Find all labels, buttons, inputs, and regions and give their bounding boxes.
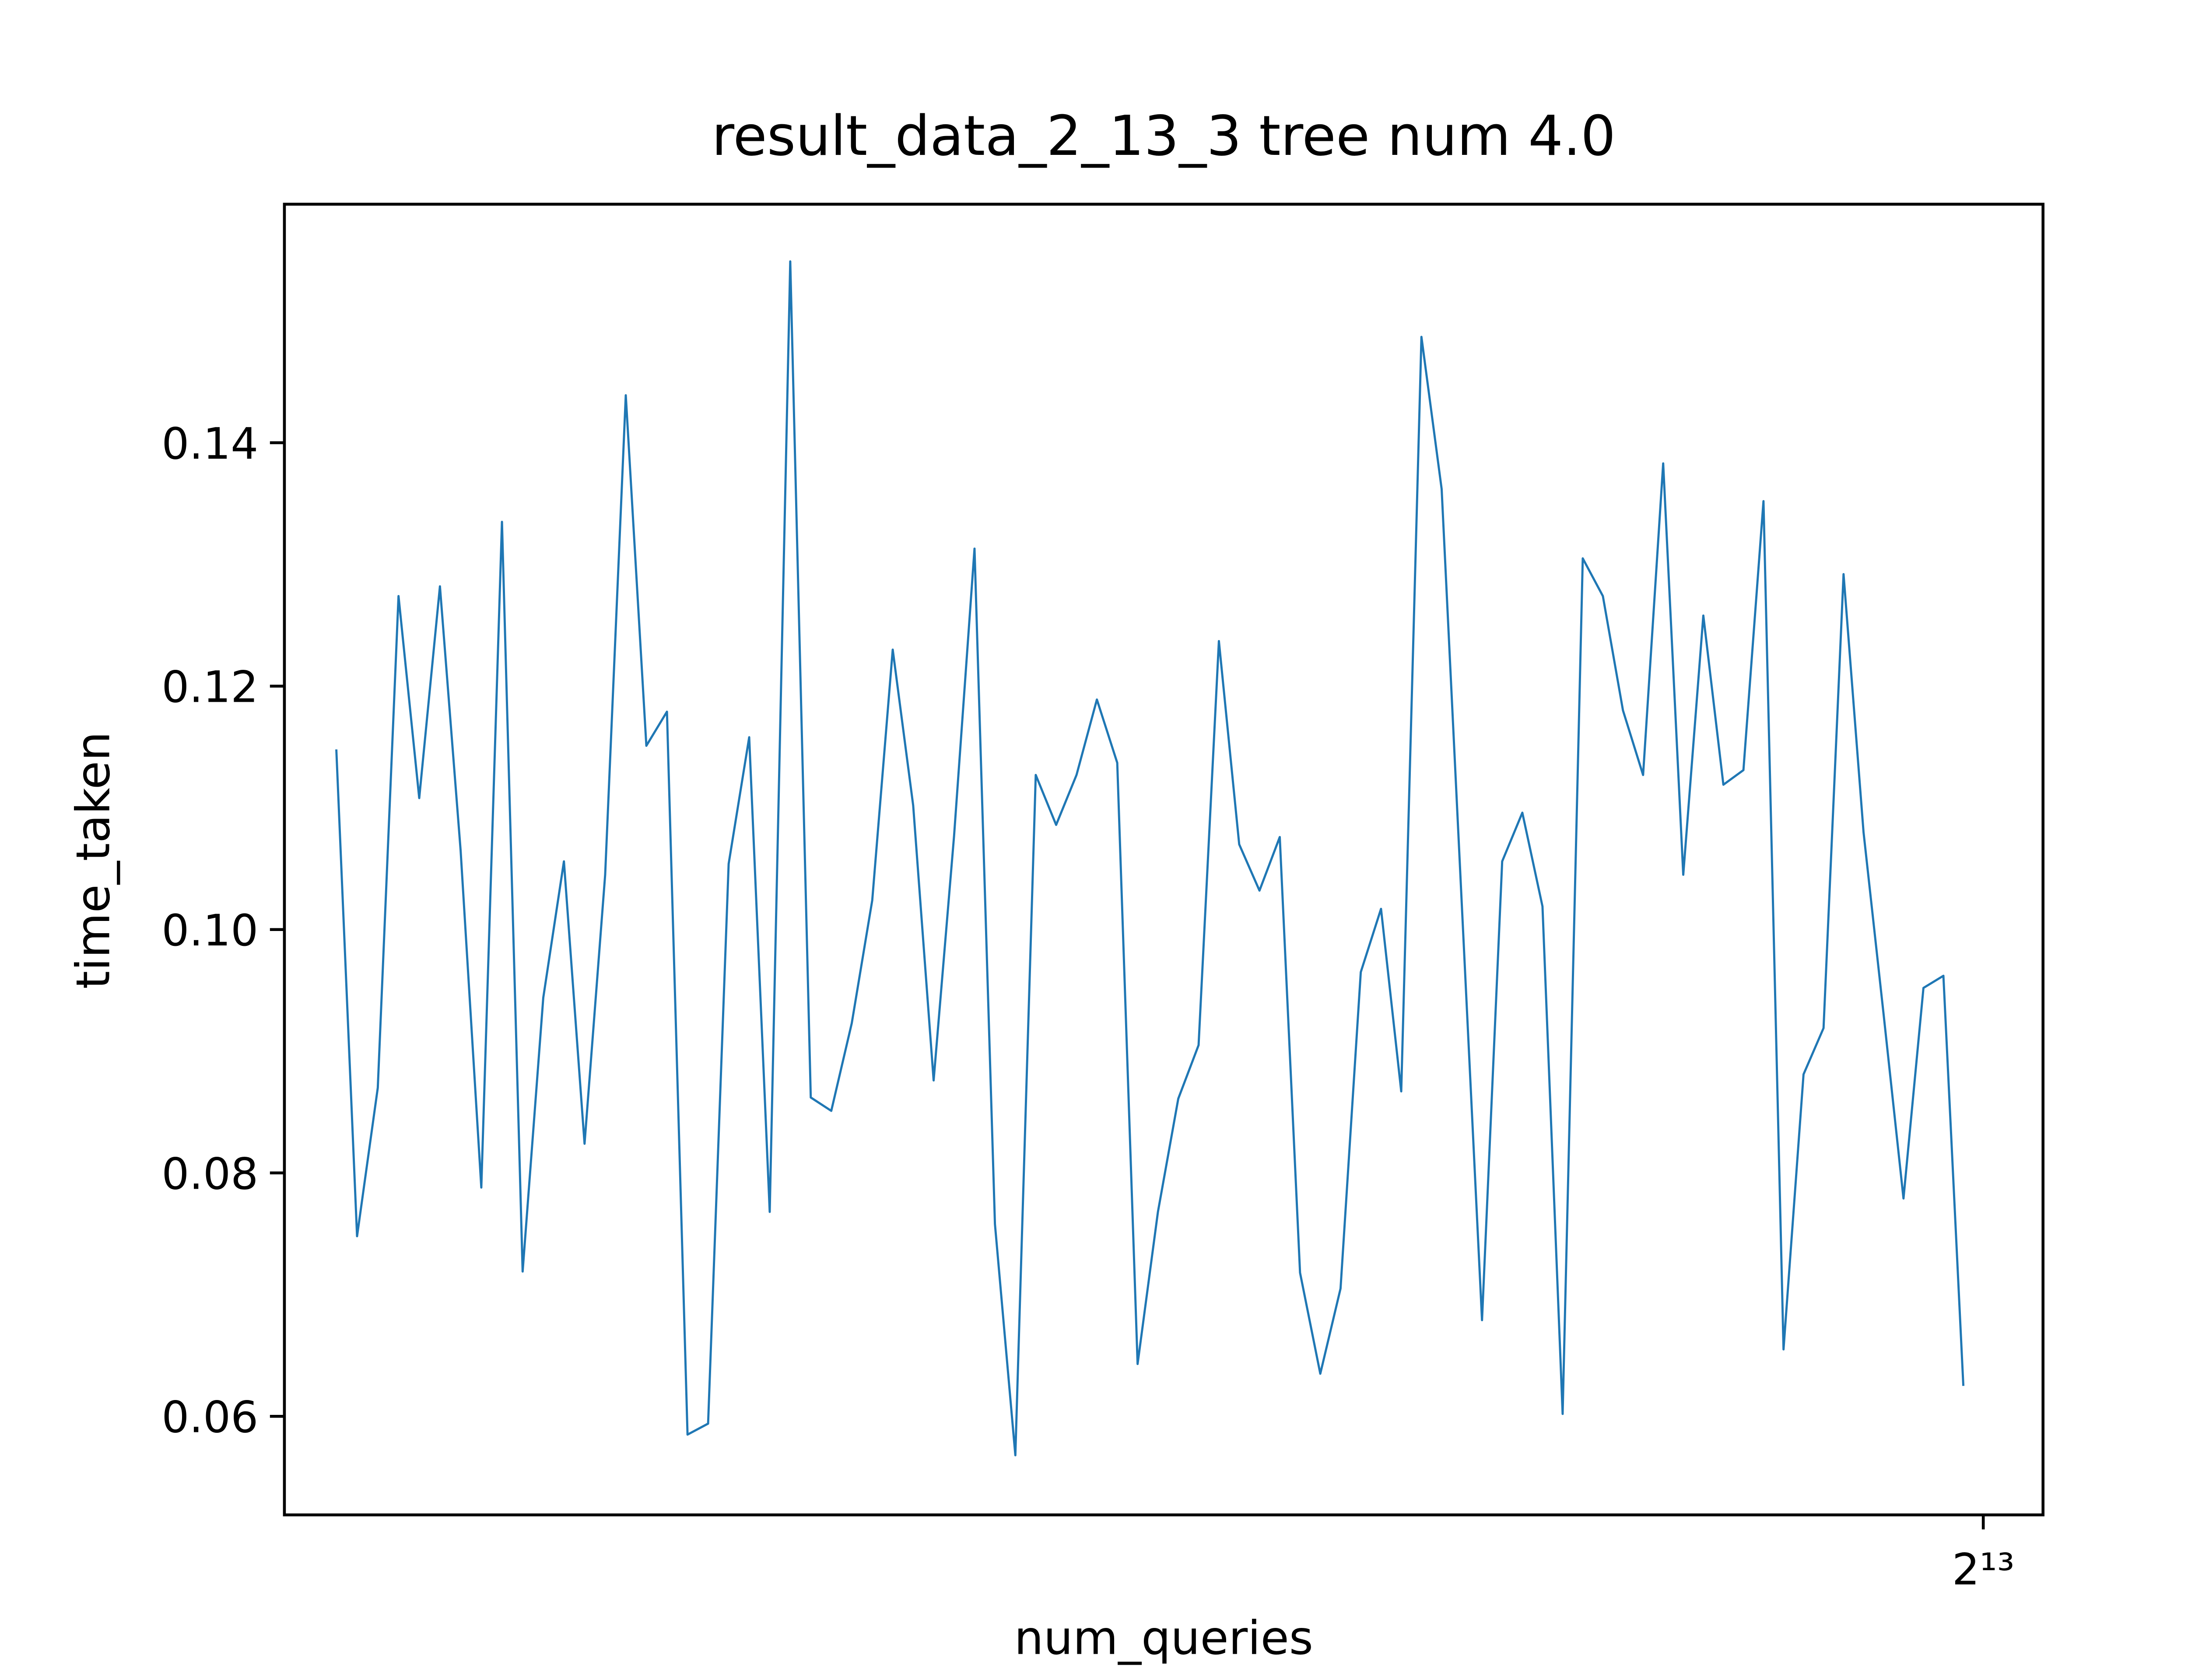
chart-title: result_data_2_13_3 tree num 4.0 (712, 104, 1616, 168)
y-axis-label: time_taken (66, 732, 120, 989)
y-tick-label: 0.06 (161, 1393, 258, 1443)
x-axis-label: num_queries (1014, 1611, 1313, 1665)
y-tick-label: 0.12 (161, 662, 258, 713)
plot-frame (283, 203, 2044, 1516)
y-tick-label: 0.14 (161, 419, 258, 469)
y-tick-label: 0.10 (161, 906, 258, 956)
data-line (335, 260, 1965, 1456)
y-tick-label: 0.08 (161, 1149, 258, 1199)
x-tick-label: 2¹³ (1952, 1545, 2015, 1595)
